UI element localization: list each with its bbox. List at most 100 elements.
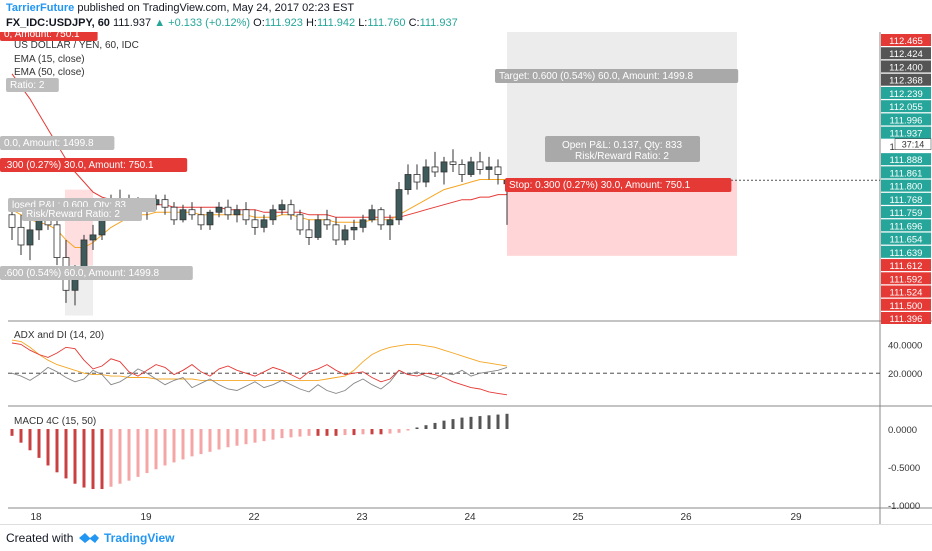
candle-body (224, 206, 232, 216)
high-value: 111.942 (316, 17, 356, 29)
published-text: published on TradingView.com, May 24, 20… (77, 2, 355, 14)
price-tick-bg (881, 179, 931, 192)
price-tick-label: 111.696 (890, 221, 923, 232)
macd-bar (451, 419, 455, 429)
macd-bar (442, 420, 446, 429)
author-link[interactable]: TarrierFuture (6, 2, 75, 14)
macd-bar (406, 429, 410, 431)
countdown-bg (894, 138, 932, 150)
ohlc-line: FX_IDC:USDJPY, 60 111.937 ▲ +0.133 (+0.1… (6, 17, 458, 29)
left-target-label-top-bg (0, 136, 115, 150)
macd-bar (433, 422, 437, 429)
candle-body (251, 219, 259, 228)
macd-bar (55, 429, 59, 473)
price-tick-bg (881, 86, 931, 99)
price-tick-label: 111.996 (890, 115, 923, 126)
macd-bar (109, 429, 113, 487)
adx-pane: ADX and DI (14, 20) (8, 330, 880, 396)
price-tick-bg (881, 206, 931, 219)
candle-body (395, 189, 403, 221)
candle-body (476, 161, 484, 170)
macd-bar (280, 429, 284, 439)
price-tick-bg (881, 166, 931, 179)
open-value: 111.923 (264, 17, 303, 29)
macd-tick-label: 0.0000 (888, 425, 917, 436)
price-tick-label: 111.800 (890, 182, 923, 193)
macd-bar (460, 417, 464, 429)
macd-pane: MACD 4C (15, 50) (10, 413, 509, 490)
price-tick-bg (881, 245, 931, 258)
price-tick-bg (881, 100, 931, 113)
price-tick-bg (881, 60, 931, 73)
ema15-line (11, 179, 507, 248)
open-label: O: (253, 17, 265, 29)
last-price: 111.937 (113, 17, 152, 29)
price-tick-label: 112.055 (889, 102, 923, 113)
candle-body (53, 224, 61, 258)
macd-bar (496, 414, 500, 429)
price-tick-label: 111.768 (890, 195, 923, 206)
macd-bar (226, 429, 230, 448)
target-label-bg (495, 69, 739, 83)
candle-body (269, 209, 277, 221)
tradingview-logo-icon[interactable] (78, 531, 100, 548)
price-tick-label: 111.937 (890, 129, 923, 140)
macd-bar (244, 429, 248, 445)
candle-body (350, 226, 358, 231)
macd-bar (415, 427, 419, 429)
tradingview-brand[interactable]: TradingView (104, 531, 175, 545)
macd-bar (163, 429, 167, 466)
price-tick-label: 111.888 (890, 155, 923, 166)
macd-bar (505, 413, 509, 429)
time-tick-label: 26 (680, 512, 692, 523)
price-tick-bg (881, 153, 931, 166)
high-label: H: (305, 17, 317, 29)
macd-bar (334, 429, 338, 436)
macd-bar (469, 416, 473, 429)
price-tick-label: 111.396 (890, 314, 923, 325)
left-rr-label-top: Ratio: 2 (10, 80, 45, 91)
candle-body (296, 214, 304, 231)
chart-area[interactable]: US DOLLAR / YEN, 60, IDC EMA (15, close) E… (0, 27, 932, 524)
macd-bar (217, 429, 221, 450)
candle-body (332, 224, 340, 241)
candle-body (305, 229, 313, 238)
macd-bar (118, 429, 122, 484)
macd-bar (343, 429, 347, 436)
candle-body (359, 219, 367, 228)
candle-body (368, 209, 376, 221)
low-label: L: (358, 17, 368, 29)
macd-bar (307, 429, 311, 436)
candle-body (422, 166, 430, 183)
time-tick-label: 18 (30, 512, 42, 523)
candle-body (188, 209, 196, 216)
price-tick-label: 111.500 (890, 301, 923, 312)
macd-bar (325, 429, 329, 436)
chart-svg[interactable]: US DOLLAR / YEN, 60, IDC EMA (15, close) E… (0, 27, 932, 524)
candle-body (233, 209, 241, 216)
price-tick-bg (881, 232, 931, 245)
left-stop-label-top: 0, Amount: 750.1 (4, 32, 80, 40)
candle-body (440, 161, 448, 173)
candle-body (386, 219, 394, 226)
macd-tick-label: -0.5000 (888, 463, 920, 474)
price-tick-label: 112.400 (889, 62, 923, 73)
macd-bar (316, 429, 320, 436)
macd-bar (100, 429, 104, 490)
candle-body (431, 166, 439, 173)
stop-label: Stop: 0.300 (0.27%) 30.0, Amount: 750.1 (509, 180, 691, 191)
candle-body (179, 209, 187, 221)
price-tick-bg (881, 312, 931, 324)
left-target-label: .600 (0.54%) 60.0, Amount: 1499.8 (4, 268, 160, 279)
macd-bar (91, 429, 95, 490)
macd-bar (208, 429, 212, 452)
left-rr-label-bg (22, 207, 142, 221)
price-tick-label: 112.424 (889, 49, 923, 60)
candle-body (206, 211, 214, 226)
adx-title: ADX and DI (14, 20) (14, 330, 104, 341)
price-tick-bg (881, 113, 931, 126)
macd-bar (388, 429, 392, 434)
price-tick-label: 111.639 (890, 248, 923, 259)
candle-body (485, 166, 493, 170)
left-stop-label: .300 (0.27%) 30.0, Amount: 750.1 (4, 160, 154, 171)
